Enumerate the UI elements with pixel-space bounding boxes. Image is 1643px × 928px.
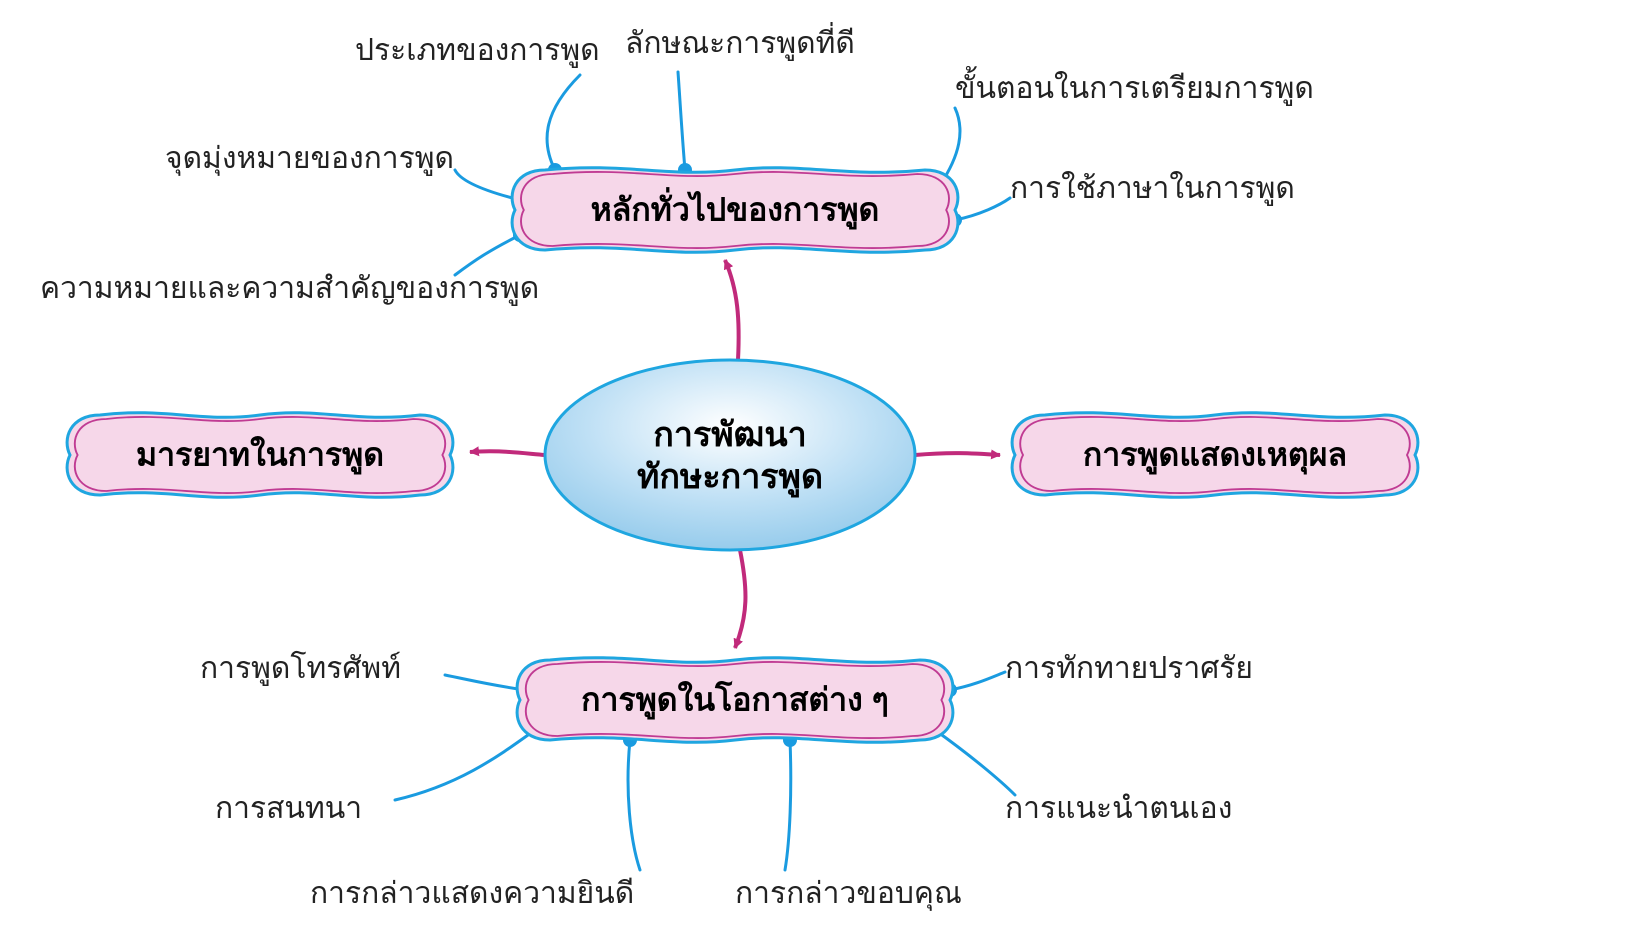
node-top: หลักทั่วไปของการพูด (512, 168, 958, 253)
arrow-to-top (725, 260, 739, 360)
leaf-label-bottom-1: การสนทนา (215, 792, 362, 825)
leaf-label-top-0: ประเภทของการพูด (355, 34, 600, 68)
node-bottom: การพูดในโอกาสต่าง ๆ (517, 658, 953, 743)
tendril-top-0 (547, 75, 580, 170)
node-bottom-label: การพูดในโอกาสต่าง ๆ (581, 680, 889, 720)
tendril-bottom-1 (395, 730, 535, 800)
leaf-label-top-2: ความหมายและความสำคัญของการพูด (40, 272, 539, 306)
tendril-bottom-2 (628, 740, 640, 870)
tendril-bottom-5 (950, 672, 1005, 690)
node-right: การพูดแสดงเหตุผล (1012, 413, 1418, 498)
tendril-top-2 (455, 235, 520, 275)
center-label-line1: การพัฒนา (653, 416, 806, 454)
leaf-label-top-3: ลักษณะการพูดที่ดี (625, 22, 855, 61)
leaf-label-bottom-2: การกล่าวแสดงความยินดี (310, 877, 634, 910)
center-ellipse (545, 360, 915, 550)
mindmap-canvas: หลักทั่วไปของการพูดการพูดในโอกาสต่าง ๆ มา… (0, 0, 1643, 928)
arrow-to-left (470, 451, 545, 455)
leaf-label-bottom-0: การพูดโทรศัพท์ (200, 650, 401, 686)
leaf-label-bottom-3: การกล่าวขอบคุณ (735, 877, 962, 912)
arrow-to-right (915, 453, 1000, 455)
leaf-label-top-5: การใช้ภาษาในการพูด (1010, 171, 1295, 206)
leaf-label-top-1: จุดมุ่งหมายของการพูด (165, 142, 454, 177)
tendril-bottom-3 (785, 740, 791, 870)
tendril-top-1 (455, 170, 520, 200)
tendril-top-3 (678, 72, 685, 170)
center-layer: การพัฒนาทักษะการพูด (545, 360, 915, 550)
tendril-bottom-0 (445, 675, 525, 690)
node-top-label: หลักทั่วไปของการพูด (591, 186, 880, 230)
leaf-label-bottom-4: การแนะนำตนเอง (1005, 792, 1232, 825)
node-left-label: มารยาทในการพูด (136, 435, 384, 475)
node-right-label: การพูดแสดงเหตุผล (1083, 436, 1347, 475)
leaf-label-top-4: ขั้นตอนในการเตรียมการพูด (955, 66, 1314, 106)
leaf-label-bottom-5: การทักทายปราศรัย (1005, 652, 1253, 685)
center-label-line2: ทักษะการพูด (637, 458, 823, 498)
node-left: มารยาทในการพูด (67, 413, 453, 498)
arrow-to-bottom (735, 550, 745, 648)
tendril-top-5 (955, 198, 1010, 220)
tendril-bottom-4 (935, 730, 1015, 795)
